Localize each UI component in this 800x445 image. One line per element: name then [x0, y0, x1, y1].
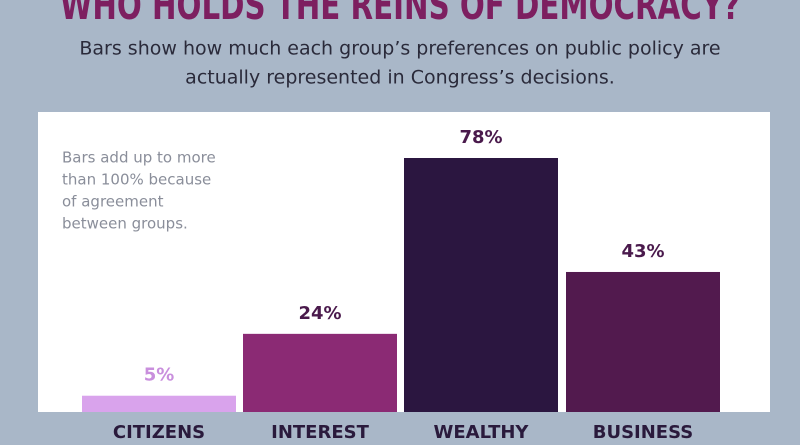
annotation: Bars add up to more — [62, 149, 216, 167]
annotation: than 100% because — [62, 171, 211, 189]
bar — [82, 395, 236, 412]
bar — [404, 158, 558, 412]
value-label: 5% — [144, 365, 175, 386]
x-tick-label: WEALTHY — [434, 422, 530, 443]
x-tick-label: CITIZENS — [113, 422, 205, 443]
value-label: 43% — [621, 241, 664, 262]
subtitle: actually represented in Congress’s decis… — [185, 67, 615, 89]
value-label: 78% — [459, 127, 502, 148]
chart-title: WHO HOLDS THE REINS OF DEMOCRACY? — [60, 0, 740, 29]
x-tick-label: BUSINESS — [593, 422, 693, 443]
x-tick-label: INTEREST — [271, 422, 369, 443]
value-label: 24% — [298, 303, 341, 324]
subtitle: Bars show how much each group’s preferen… — [79, 38, 720, 60]
annotation: between groups. — [62, 215, 188, 233]
bar — [566, 271, 720, 412]
annotation: of agreement — [62, 193, 164, 211]
bar — [243, 333, 397, 412]
